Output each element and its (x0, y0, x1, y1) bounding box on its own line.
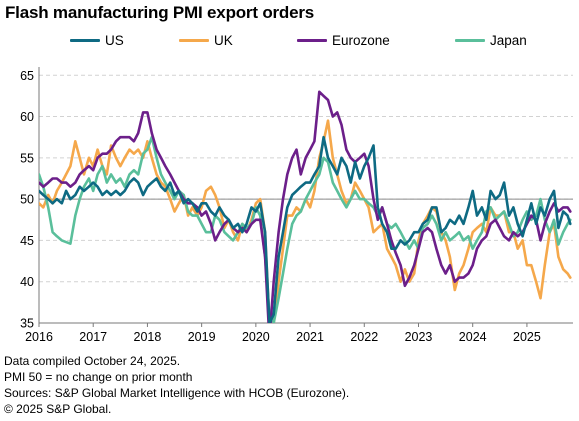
x-tick-label-2021: 2021 (296, 330, 324, 344)
legend-swatch-us (70, 38, 100, 42)
legend-item-eurozone: Eurozone (297, 30, 390, 50)
y-tick-label-50: 50 (20, 193, 34, 207)
chart-title: Flash manufacturing PMI export orders (5, 3, 315, 22)
legend-label-japan: Japan (490, 32, 527, 48)
y-tick-label-35: 35 (20, 317, 34, 331)
y-tick-label-65: 65 (20, 69, 34, 83)
chart-legend: US UK Eurozone Japan (0, 30, 579, 50)
y-tick-label-60: 60 (20, 110, 34, 124)
x-tick-label-2018: 2018 (134, 330, 162, 344)
legend-item-uk: UK (179, 30, 233, 50)
legend-swatch-eurozone (297, 38, 327, 42)
legend-label-eurozone: Eurozone (332, 32, 390, 48)
footnote-pmi-definition: PMI 50 = no change on prior month (4, 370, 193, 384)
footnote-data-compiled: Data compiled October 24, 2025. (4, 354, 181, 368)
legend-swatch-japan (455, 38, 485, 42)
x-tick-label-2022: 2022 (350, 330, 378, 344)
y-tick-label-55: 55 (20, 151, 34, 165)
legend-item-us: US (70, 30, 124, 50)
x-tick-label-2025: 2025 (513, 330, 541, 344)
footnote-copyright: © 2025 S&P Global. (4, 402, 112, 416)
y-tick-label-40: 40 (20, 275, 34, 289)
footnote-sources: Sources: S&P Global Market Intelligence … (4, 386, 350, 400)
x-tick-label-2023: 2023 (405, 330, 433, 344)
legend-swatch-uk (179, 38, 209, 42)
legend-label-us: US (105, 32, 124, 48)
legend-item-japan: Japan (455, 30, 527, 50)
x-tick-label-2019: 2019 (188, 330, 216, 344)
series-line-us (39, 135, 572, 323)
x-tick-label-2017: 2017 (79, 330, 107, 344)
line-chart: 35 40 45 50 55 60 65 2016 2017 2018 2019 2020 2021 20… (20, 67, 573, 344)
x-tick-label-2016: 2016 (25, 330, 53, 344)
series-line-uk (39, 119, 572, 323)
x-tick-label-2024: 2024 (459, 330, 487, 344)
footnotes: Data compiled October 24, 2025. PMI 50 =… (4, 353, 349, 417)
series-line-eurozone (39, 90, 572, 323)
series-line-japan (39, 135, 572, 323)
x-tick-label-2020: 2020 (242, 330, 270, 344)
legend-label-uk: UK (214, 32, 233, 48)
y-tick-label-45: 45 (20, 234, 34, 248)
